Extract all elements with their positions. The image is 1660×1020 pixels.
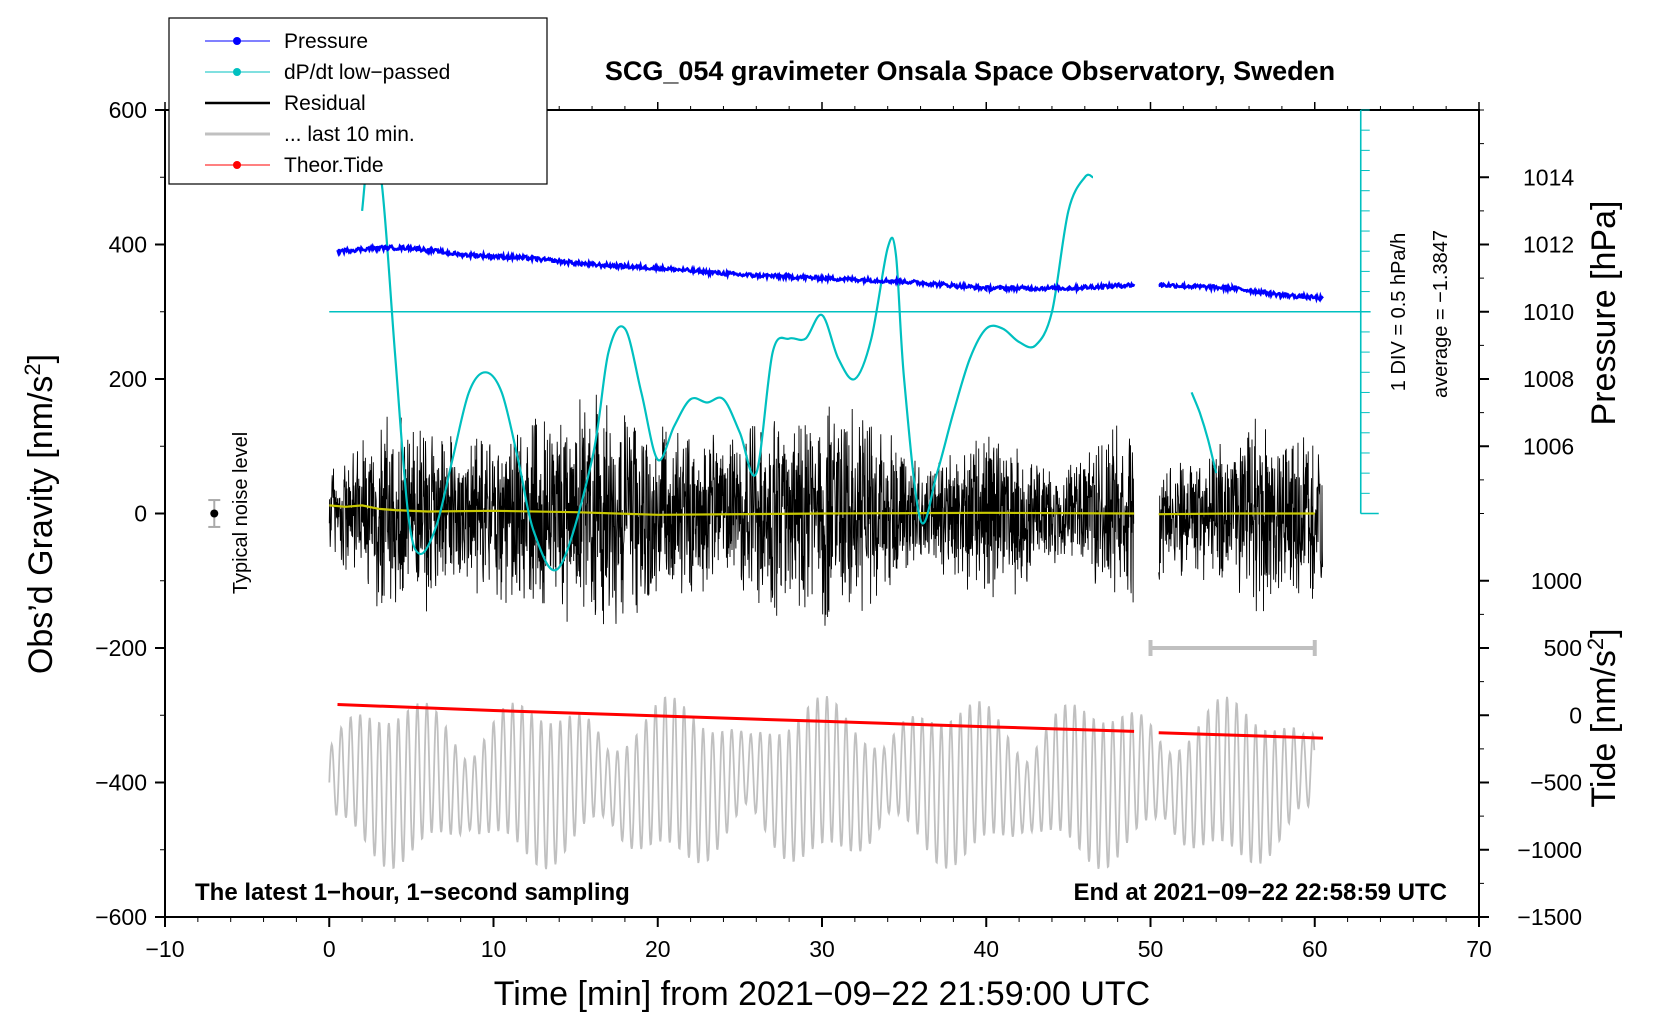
y-tick-label: 400 bbox=[109, 232, 147, 258]
tide-tick-label: −1000 bbox=[1517, 837, 1582, 863]
legend-label: Pressure bbox=[284, 30, 368, 53]
pressure-tick-label: 1014 bbox=[1523, 164, 1574, 190]
x-tick-label: 50 bbox=[1138, 936, 1164, 962]
series-dpdt-line-2 bbox=[1190, 392, 1218, 474]
y-axis-label-left-sup: 2 bbox=[20, 363, 45, 375]
dpdt-scale-label: 1 DIV = 0.5 hPa/h bbox=[1388, 233, 1410, 391]
series-residual-line-2 bbox=[1158, 418, 1324, 612]
y-axis-label-pressure: Pressure [hPa] bbox=[1585, 201, 1623, 426]
series-dpdt-line bbox=[361, 141, 1094, 572]
x-tick-label: 60 bbox=[1302, 936, 1328, 962]
y-axis-label-tide: Tide [nm/s2] bbox=[1583, 628, 1623, 807]
pressure-tick-label: 1008 bbox=[1523, 366, 1574, 392]
note-sampling: The latest 1−hour, 1−second sampling bbox=[195, 879, 630, 906]
ticks-layer: −10 0 10 20 30 40 50 60 70 600 400 200 0 −200 −400 −600… bbox=[95, 97, 1582, 962]
noise-level-label: Typical noise level bbox=[230, 432, 252, 594]
tide-tick-label: 0 bbox=[1569, 702, 1582, 728]
pressure-tick-label: 1006 bbox=[1523, 433, 1574, 459]
series-pressure-line-2 bbox=[1158, 280, 1324, 304]
pressure-tick-label: 1010 bbox=[1523, 299, 1574, 325]
y-axis-label-left: Obs’d Gravity [nm/s2] bbox=[20, 354, 60, 674]
series-residual-smoothed-line-2 bbox=[1158, 512, 1315, 516]
series-tide-line-2 bbox=[1158, 731, 1324, 740]
legend-marker bbox=[233, 161, 241, 169]
note-end-time: End at 2021−09−22 22:58:59 UTC bbox=[1073, 879, 1447, 906]
legend-label: dP/dt low−passed bbox=[284, 61, 450, 84]
y-axis-label-tide-end: ] bbox=[1585, 628, 1623, 637]
y-tick-label: −600 bbox=[95, 904, 147, 930]
x-tick-label: 10 bbox=[481, 936, 507, 962]
y-tick-label: −400 bbox=[95, 770, 147, 796]
legend-label: ... last 10 min. bbox=[284, 123, 415, 146]
legend: Pressure dP/dt low−passed Residual ... last… bbox=[168, 17, 548, 185]
x-tick-label: 40 bbox=[973, 936, 999, 962]
y-tick-label: 0 bbox=[134, 501, 147, 527]
legend-marker bbox=[233, 68, 241, 76]
series-layer bbox=[208, 109, 1379, 870]
x-tick-label: 20 bbox=[645, 936, 671, 962]
dpdt-average-label: average = −1.3847 bbox=[1430, 230, 1452, 398]
series-residual-line bbox=[328, 394, 1135, 626]
x-axis-label: Time [min] from 2021−09−22 21:59:00 UTC bbox=[494, 975, 1150, 1013]
legend-box bbox=[168, 17, 548, 185]
noise-level-point bbox=[210, 509, 219, 518]
series-last10-line bbox=[328, 696, 1316, 870]
y-tick-label: 600 bbox=[109, 97, 147, 123]
y-axis-label-tide-sup: 2 bbox=[1583, 638, 1608, 650]
tide-tick-label: −1500 bbox=[1517, 904, 1582, 930]
x-tick-label: 30 bbox=[809, 936, 835, 962]
y-tick-label: −200 bbox=[95, 635, 147, 661]
series-residual-smoothed-line bbox=[329, 504, 1135, 516]
x-tick-label: 0 bbox=[323, 936, 336, 962]
legend-label: Theor.Tide bbox=[284, 154, 384, 177]
y-tick-label: 200 bbox=[109, 366, 147, 392]
tide-tick-label: 500 bbox=[1544, 635, 1582, 661]
chart-title: SCG_054 gravimeter Onsala Space Observat… bbox=[605, 56, 1335, 86]
series-pressure-line bbox=[336, 242, 1136, 295]
x-tick-label: 70 bbox=[1466, 936, 1492, 962]
y-axis-label-left-end: ] bbox=[22, 354, 60, 363]
pressure-tick-label: 1012 bbox=[1523, 232, 1574, 258]
y-axis-label-tide-main: Tide [nm/s bbox=[1585, 650, 1623, 807]
legend-marker bbox=[233, 37, 241, 45]
y-axis-label-left-main: Obs’d Gravity [nm/s bbox=[22, 376, 60, 675]
x-tick-label: −10 bbox=[145, 936, 184, 962]
legend-label: Residual bbox=[284, 92, 366, 115]
tide-tick-label: 1000 bbox=[1531, 568, 1582, 594]
series-tide-line bbox=[337, 703, 1135, 733]
tide-tick-label: −500 bbox=[1530, 770, 1582, 796]
